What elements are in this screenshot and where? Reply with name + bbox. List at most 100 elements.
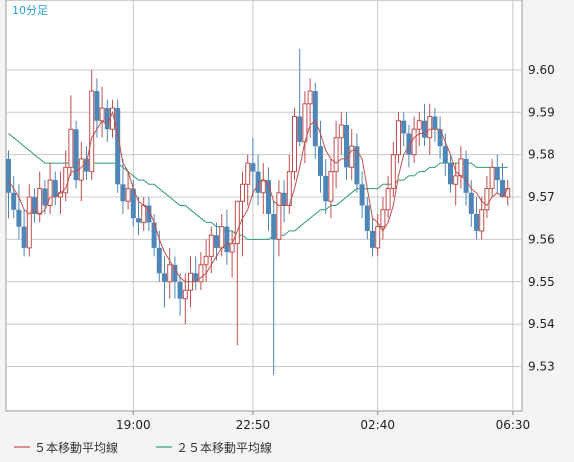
candle-body-down bbox=[354, 146, 360, 185]
legend-label-ma25: ２５本移動平均線 bbox=[176, 440, 272, 455]
candle bbox=[307, 78, 313, 138]
candle-body-down bbox=[151, 222, 157, 248]
candle-body-up bbox=[385, 188, 391, 211]
candle bbox=[390, 141, 396, 198]
candle bbox=[245, 154, 251, 206]
candle-body-up bbox=[245, 162, 251, 185]
candle bbox=[198, 252, 204, 291]
candle bbox=[125, 171, 131, 210]
candle-body-down bbox=[172, 264, 178, 282]
candle bbox=[328, 158, 334, 219]
candle-body-down bbox=[442, 146, 448, 164]
candle-body-down bbox=[364, 205, 370, 231]
candle-body-up bbox=[198, 264, 204, 283]
candle bbox=[266, 167, 271, 231]
candle bbox=[344, 112, 349, 181]
candle bbox=[292, 108, 297, 181]
candle bbox=[281, 180, 287, 223]
candle-body-up bbox=[338, 124, 344, 139]
candle-body-down bbox=[146, 205, 152, 223]
candle bbox=[349, 129, 355, 181]
candle-body-down bbox=[448, 163, 453, 185]
candle bbox=[500, 163, 505, 198]
candle bbox=[396, 112, 401, 164]
candle-body-up bbox=[328, 171, 334, 202]
candle-body-down bbox=[84, 158, 89, 172]
candle-body-up bbox=[416, 120, 422, 130]
y-tick-label-5: 9.55 bbox=[528, 275, 555, 289]
candle-body-down bbox=[271, 213, 277, 240]
ma5-line bbox=[8, 110, 509, 283]
candle-body-down bbox=[468, 192, 474, 214]
candle-body-up bbox=[333, 137, 339, 173]
candle-body-up bbox=[479, 209, 485, 232]
period-label: 10分足 bbox=[12, 4, 48, 17]
y-tick-label-3: 9.57 bbox=[528, 190, 555, 204]
candle-body-up bbox=[427, 116, 433, 139]
candle-body-down bbox=[474, 213, 479, 231]
candle bbox=[203, 239, 209, 282]
candle-body-up bbox=[63, 166, 69, 194]
candle-body-down bbox=[432, 116, 438, 130]
candle-body-up bbox=[484, 188, 490, 211]
candle-body-down bbox=[42, 188, 48, 206]
candle-body-down bbox=[115, 108, 121, 185]
candle bbox=[359, 171, 365, 219]
candle-body-down bbox=[120, 184, 126, 202]
candle-body-up bbox=[411, 128, 417, 156]
candle-body-down bbox=[281, 192, 287, 206]
candle-body-up bbox=[167, 264, 173, 283]
candle bbox=[193, 256, 199, 291]
candle-body-down bbox=[73, 129, 79, 181]
candle-body-down bbox=[344, 124, 349, 168]
candle-body-up bbox=[307, 90, 313, 105]
candle-body-up bbox=[349, 145, 355, 168]
candle-body-down bbox=[130, 188, 136, 219]
candle bbox=[276, 180, 282, 257]
candle-body-up bbox=[375, 226, 381, 249]
candle bbox=[484, 175, 490, 219]
candle bbox=[151, 213, 157, 257]
candle bbox=[104, 99, 110, 142]
candle bbox=[255, 154, 261, 206]
candle bbox=[52, 171, 58, 206]
y-tick-label-6: 9.54 bbox=[528, 317, 555, 331]
candle bbox=[172, 256, 178, 299]
candle bbox=[297, 48, 303, 147]
candle-body-up bbox=[260, 179, 266, 194]
candle bbox=[136, 197, 141, 236]
candle-body-down bbox=[104, 108, 110, 130]
candle bbox=[234, 200, 240, 346]
candle-body-down bbox=[16, 209, 22, 227]
candle-body-down bbox=[318, 146, 323, 176]
candle bbox=[6, 150, 11, 219]
candle bbox=[448, 154, 453, 193]
candle-body-up bbox=[208, 234, 214, 257]
candle-body-down bbox=[359, 184, 365, 206]
candle-body-down bbox=[463, 158, 469, 193]
y-tick-label-2: 9.58 bbox=[528, 148, 555, 162]
candle bbox=[401, 112, 407, 147]
candle bbox=[442, 133, 448, 176]
candle bbox=[250, 137, 256, 198]
candle bbox=[47, 163, 53, 214]
candle-body-up bbox=[234, 200, 240, 245]
candle bbox=[63, 150, 69, 202]
candle bbox=[224, 209, 230, 265]
candle-body-down bbox=[94, 91, 100, 121]
candle-body-up bbox=[141, 205, 147, 223]
y-tick-label-4: 9.56 bbox=[528, 232, 555, 246]
candle-body-up bbox=[99, 107, 105, 122]
candle bbox=[21, 209, 27, 257]
candle-body-down bbox=[312, 91, 318, 147]
candle-body-down bbox=[266, 180, 271, 214]
candle-body-up bbox=[240, 183, 245, 202]
candle-body-up bbox=[489, 166, 495, 190]
candle-body-down bbox=[250, 163, 256, 172]
candle-body-up bbox=[47, 179, 53, 206]
candle-body-up bbox=[390, 154, 396, 190]
plot-area bbox=[5, 0, 523, 412]
legend-label-ma5: ５本移動平均線 bbox=[34, 440, 118, 455]
candle-body-down bbox=[177, 281, 183, 299]
ma5-layer bbox=[8, 110, 509, 283]
